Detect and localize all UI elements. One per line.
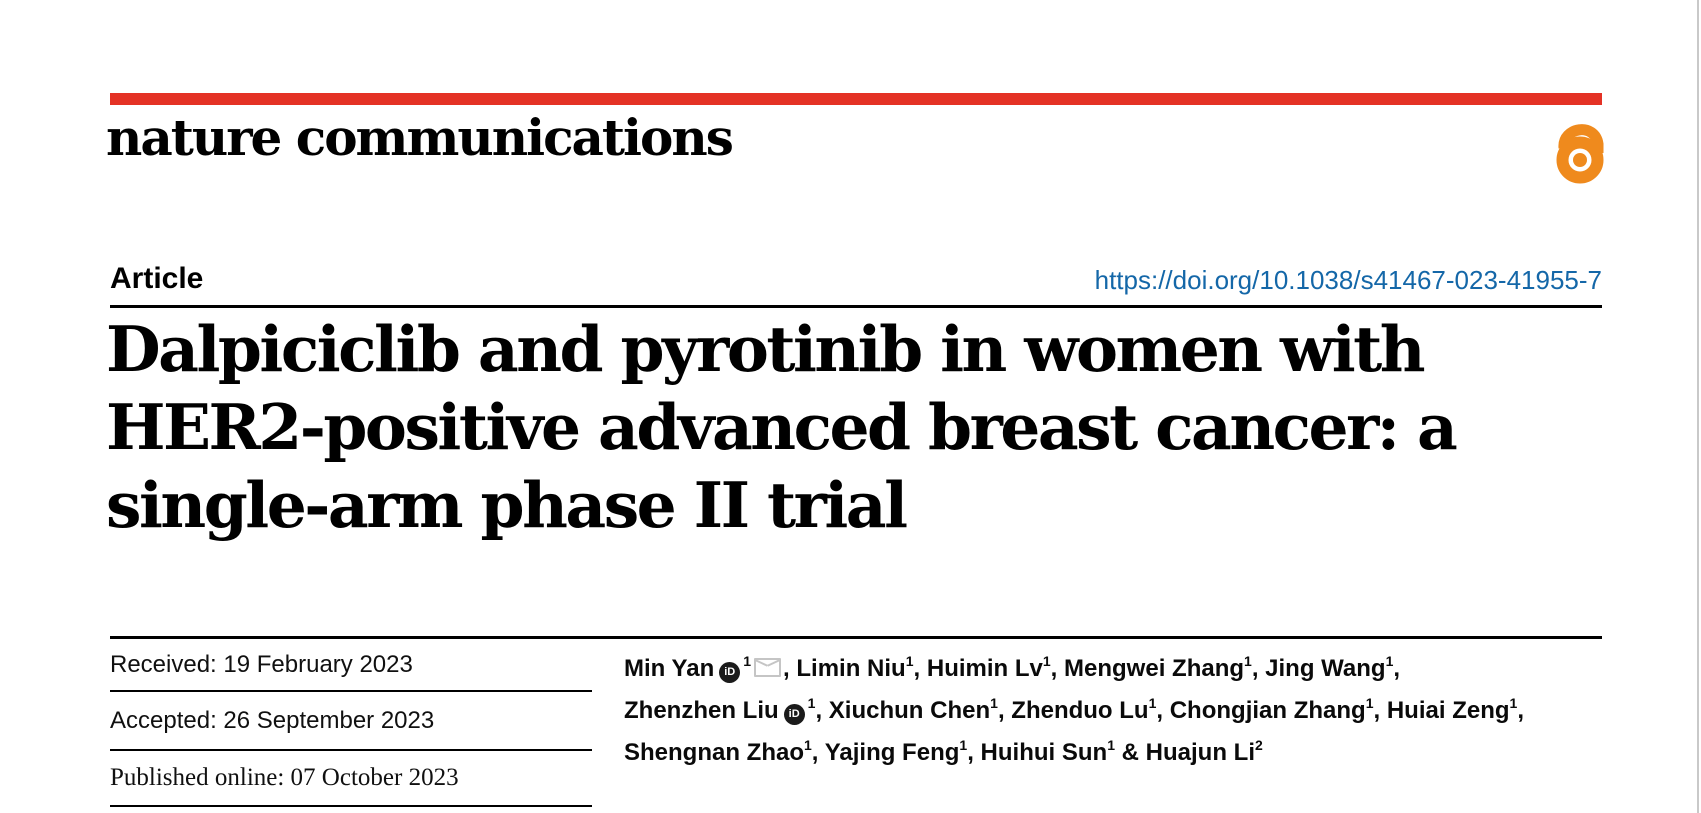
author-line: Shengnan Zhao1, Yajing Feng1, Huihui Sun… [624, 737, 1263, 766]
author-line: Min Yan iD1, Limin Niu1, Huimin Lv1, Meng… [624, 653, 1401, 683]
dates-panel: Received: 19 February 2023 Accepted: 26 … [110, 639, 592, 807]
author-name: Limin Niu [796, 655, 906, 682]
published-date-text: Published online: 07 October 2023 [110, 764, 459, 791]
page-edge-divider [1697, 0, 1699, 813]
author-name: Mengwei Zhang [1064, 655, 1245, 682]
author-affiliation-superscript: 1 [743, 653, 752, 669]
author-line: Zhenzhen Liu iD1, Xiuchun Chen1, Zhenduo … [624, 695, 1524, 725]
author-affiliation-superscript: 1 [990, 695, 998, 711]
author-affiliation-superscript: 1 [959, 737, 968, 753]
orcid-icon[interactable]: iD [783, 704, 805, 725]
author-affiliation-superscript: 1 [1042, 653, 1051, 669]
author-affiliation-superscript: 1 [1385, 653, 1394, 669]
email-icon[interactable] [754, 658, 782, 677]
section-divider [110, 636, 1602, 639]
published-date-row: Published online: 07 October 2023 [110, 751, 592, 807]
author-name: Huimin Lv [926, 655, 1043, 682]
article-title-line-3: single-arm phase II trial [106, 468, 908, 542]
author-name: Yajing Feng [824, 739, 960, 766]
author-name: Huiai Zeng [1386, 697, 1510, 724]
author-name: Huajun Li [1145, 739, 1255, 766]
open-access-icon [1556, 124, 1604, 184]
author-affiliation-superscript: 1 [804, 737, 812, 753]
author-name: Zhenduo Lu [1011, 697, 1149, 724]
article-title-line-1: Dalpiciclib and pyrotinib in women with [106, 312, 1426, 386]
author-affiliation-superscript: 1 [905, 653, 914, 669]
author-name: Chongjian Zhang [1169, 697, 1366, 724]
author-name: Zhenzhen Liu [624, 697, 779, 724]
author-affiliation-superscript: 1 [1148, 695, 1157, 711]
author-affiliation-superscript: 1 [1509, 695, 1518, 711]
doi-link[interactable]: https://doi.org/10.1038/s41467-023-41955… [1094, 265, 1602, 295]
article-type-label: Article [110, 262, 204, 295]
received-date-row: Received: 19 February 2023 [110, 639, 592, 692]
author-affiliation-superscript: 1 [1365, 695, 1374, 711]
article-meta-row: Article https://doi.org/10.1038/s41467-0… [110, 252, 1602, 296]
brand-accent-bar [110, 93, 1602, 105]
author-name: Xiuchun Chen [828, 697, 991, 724]
author-affiliation-superscript: 1 [1107, 737, 1115, 753]
accepted-date-row: Accepted: 26 September 2023 [110, 692, 592, 751]
article-title-line-2: HER2-positive advanced breast cancer: a [106, 390, 1458, 464]
author-list: Min Yan iD1, Limin Niu1, Huimin Lv1, Meng… [624, 644, 1544, 770]
author-name: Min Yan [624, 655, 715, 682]
orcid-icon[interactable]: iD [719, 662, 741, 683]
author-name: Jing Wang [1265, 655, 1386, 682]
author-name: Huihui Sun [980, 739, 1108, 766]
author-affiliation-superscript: 2 [1254, 737, 1263, 753]
author-affiliation-superscript: 1 [1244, 653, 1252, 669]
received-date-text: Received: 19 February 2023 [110, 650, 413, 678]
author-name: Shengnan Zhao [624, 739, 804, 766]
journal-logo: nature communications [106, 108, 734, 167]
accepted-date-text: Accepted: 26 September 2023 [110, 706, 435, 734]
author-affiliation-superscript: 1 [807, 695, 816, 711]
header-divider [110, 305, 1602, 308]
article-title: Dalpiciclib and pyrotinib in women with … [106, 310, 1556, 544]
